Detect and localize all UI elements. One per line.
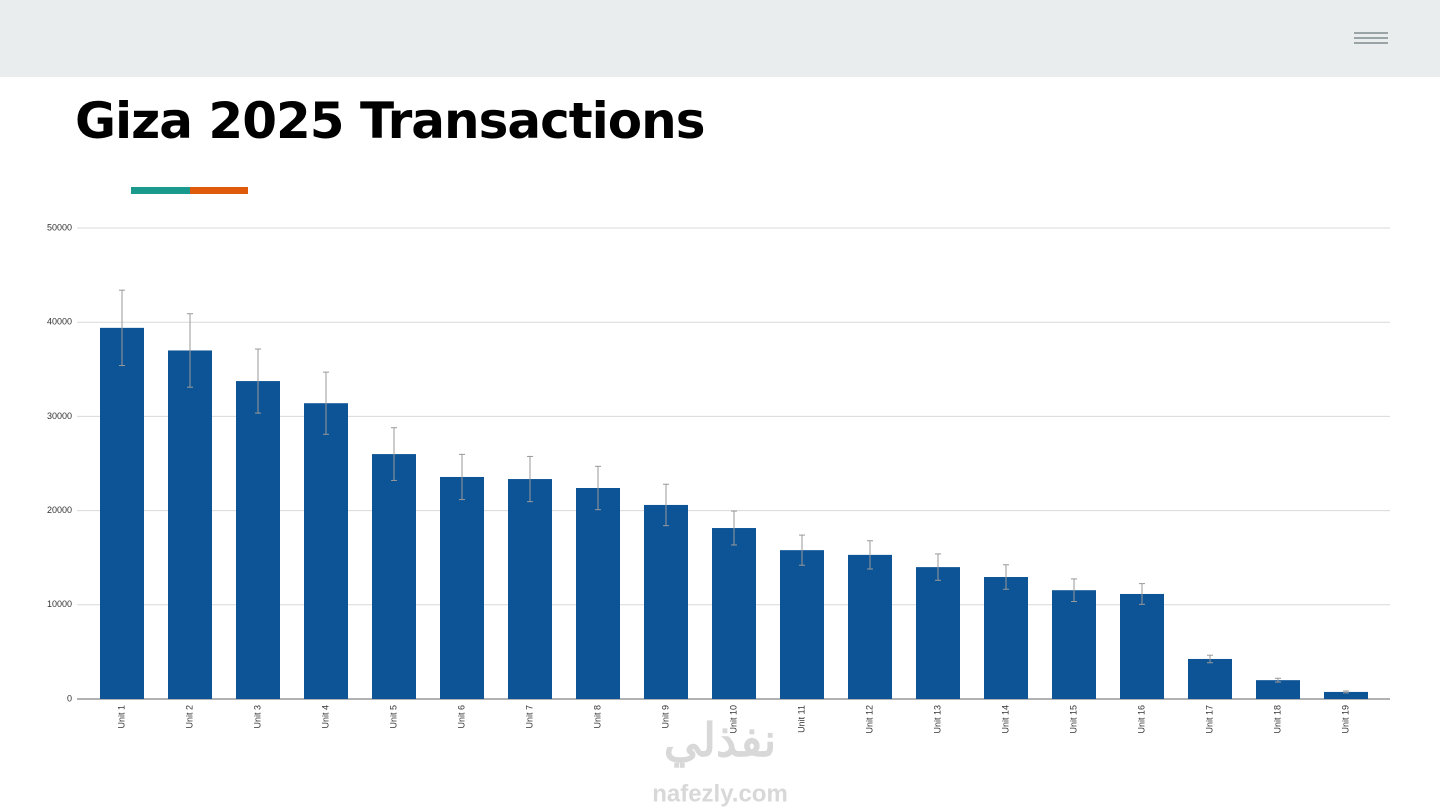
x-tick-label: Unit 2: [184, 705, 194, 729]
bar: [100, 327, 144, 699]
x-tick-label: Unit 3: [252, 705, 262, 729]
bar: [168, 350, 212, 699]
slide-title: Giza 2025 Transactions: [75, 92, 705, 150]
watermark: نفذلي: [664, 714, 777, 768]
accent-bar: [131, 187, 190, 194]
error-bar: [935, 553, 941, 581]
error-bar: [1071, 578, 1077, 603]
error-bar: [1003, 564, 1009, 590]
bar: [236, 381, 280, 699]
error-bar: [391, 427, 397, 481]
bar: [304, 403, 348, 699]
x-tick-label: Unit 6: [456, 705, 466, 729]
error-bar: [595, 465, 601, 511]
error-bar: [867, 540, 873, 570]
error-bar: [799, 534, 805, 566]
x-tick-label: Unit 14: [1000, 705, 1010, 734]
bar: [1188, 658, 1232, 699]
error-bar: [1139, 583, 1145, 605]
error-bar: [459, 453, 465, 501]
error-bar: [187, 313, 193, 388]
bar: [848, 554, 892, 699]
x-tick-label: Unit 19: [1340, 705, 1350, 734]
x-tick-label: Unit 1: [116, 705, 126, 729]
error-bar: [1275, 677, 1281, 683]
bar: [1120, 593, 1164, 699]
x-tick-label: Unit 16: [1136, 705, 1146, 734]
bar: [1256, 680, 1300, 699]
x-tick-label: Unit 5: [388, 705, 398, 729]
bar: [508, 479, 552, 699]
bar: [372, 454, 416, 699]
x-tick-label: Unit 10: [728, 705, 738, 734]
x-tick-label: Unit 17: [1204, 705, 1214, 734]
menu-button[interactable]: [1354, 32, 1388, 47]
accent-bar: [190, 187, 248, 194]
x-tick-label: Unit 13: [932, 705, 942, 734]
y-tick-label: 10000: [47, 599, 72, 609]
x-tick-label: Unit 11: [796, 705, 806, 733]
error-bar: [323, 371, 329, 435]
bar: [984, 577, 1028, 699]
bar: [644, 504, 688, 699]
x-tick-label: Unit 12: [864, 705, 874, 734]
bar: [1324, 691, 1368, 699]
top-bar: [0, 0, 1440, 77]
error-bar: [663, 483, 669, 527]
x-tick-label: Unit 9: [660, 705, 670, 729]
y-tick-label: 30000: [47, 411, 72, 421]
bar: [712, 528, 756, 699]
bar: [916, 567, 960, 699]
x-tick-label: Unit 8: [592, 705, 602, 729]
error-bar: [1207, 654, 1213, 664]
error-bar: [255, 348, 261, 414]
error-bar: [731, 510, 737, 546]
y-tick-label: 20000: [47, 505, 72, 515]
watermark: nafezly.com: [652, 780, 788, 807]
error-bar: [119, 289, 125, 367]
error-bar: [1343, 690, 1349, 694]
y-tick-label: 50000: [47, 222, 72, 232]
y-tick-label: 0: [67, 693, 72, 703]
bar: [440, 476, 484, 699]
bar: [1052, 590, 1096, 699]
x-tick-label: Unit 18: [1272, 705, 1282, 734]
bar: [780, 550, 824, 699]
x-tick-label: Unit 15: [1068, 705, 1078, 734]
error-bar: [527, 455, 533, 503]
x-tick-label: Unit 4: [320, 705, 330, 729]
bar: [576, 487, 620, 699]
y-tick-label: 40000: [47, 317, 72, 327]
x-tick-label: Unit 7: [524, 705, 534, 729]
